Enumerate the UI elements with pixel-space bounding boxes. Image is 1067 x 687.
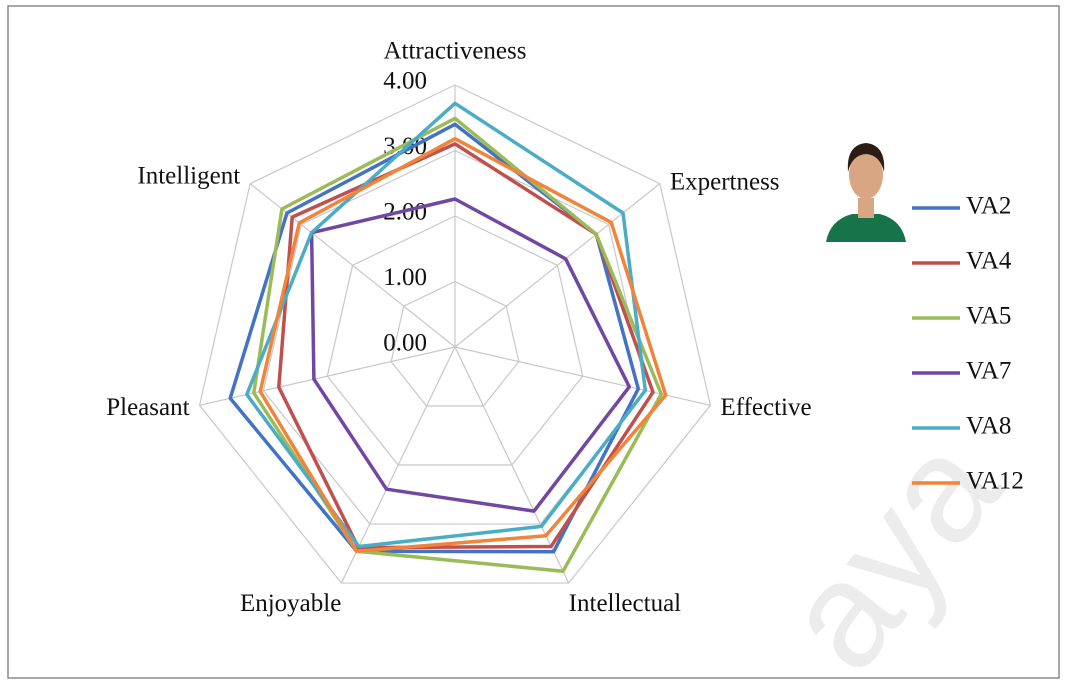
axis-label: Expertness: [670, 168, 780, 195]
grid-ring: [390, 280, 520, 407]
spoke: [454, 346, 570, 584]
axis-label: Effective: [720, 394, 811, 421]
legend-label: VA7: [966, 358, 1011, 385]
r-tick-label: 0.00: [383, 330, 427, 357]
series-line: [245, 101, 648, 549]
spoke: [199, 346, 456, 406]
series-line: [309, 197, 632, 513]
spoke: [249, 183, 456, 348]
grid-ring: [198, 84, 712, 584]
series-line: [252, 116, 664, 574]
r-tick-label: 4.00: [383, 68, 427, 95]
spoke: [340, 346, 456, 584]
axis-label: Intellectual: [569, 590, 681, 617]
legend-label: VA12: [966, 468, 1024, 495]
chart-frame: [7, 5, 1060, 679]
r-tick-label: 1.00: [383, 264, 427, 291]
spoke: [454, 183, 661, 348]
legend-label: VA8: [966, 413, 1011, 440]
axis-label: Enjoyable: [240, 590, 341, 617]
series-line: [258, 136, 668, 553]
plot-area: 0.001.002.003.004.00AttractivenessExpert…: [106, 38, 1024, 617]
spoke: [454, 346, 711, 406]
avatar: [825, 140, 907, 242]
axis-label: Pleasant: [106, 394, 189, 421]
legend-label: VA5: [966, 303, 1011, 330]
grid-ring: [262, 149, 648, 525]
legend-label: VA4: [966, 248, 1012, 275]
legend-label: VA2: [966, 193, 1011, 220]
grid-ring: [326, 215, 584, 466]
axis-label: Intelligent: [137, 162, 240, 189]
axis-label: Attractiveness: [383, 38, 526, 65]
